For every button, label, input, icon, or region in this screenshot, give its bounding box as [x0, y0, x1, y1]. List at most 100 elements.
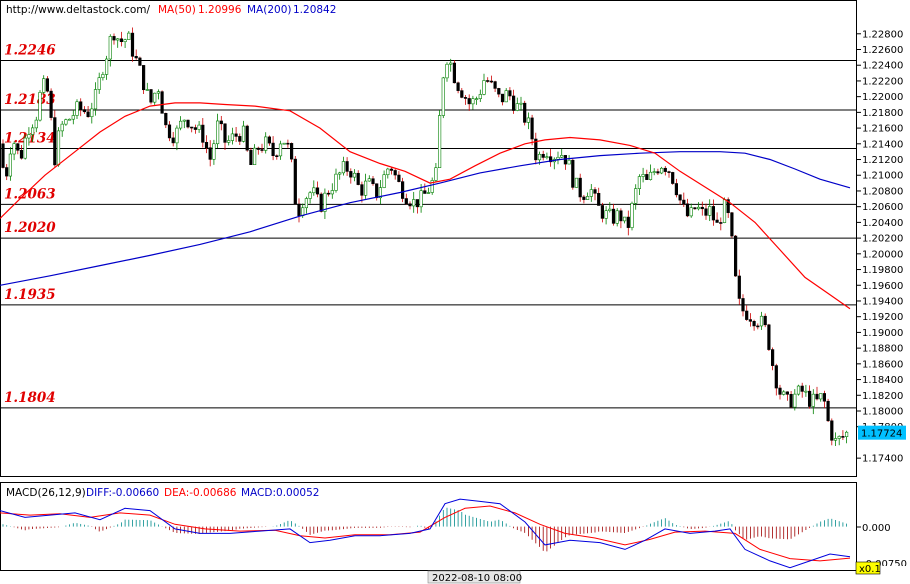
- candle-body: [12, 143, 16, 155]
- candle-body: [49, 90, 53, 118]
- candle-body: [833, 438, 838, 441]
- candle-body: [304, 198, 309, 209]
- candle-body: [130, 32, 135, 57]
- candle-body: [97, 77, 101, 90]
- candle-body: [489, 80, 494, 83]
- candle-body: [90, 108, 94, 118]
- y-tick-label: 1.19200: [862, 312, 903, 323]
- candle-body: [267, 136, 272, 144]
- candle-body: [604, 210, 608, 219]
- candle-body: [456, 82, 460, 91]
- candle-body: [116, 38, 120, 41]
- candle-body: [807, 390, 812, 407]
- candle-body: [64, 119, 68, 125]
- candle-body: [685, 203, 690, 217]
- candle-body: [608, 208, 612, 211]
- candle-body: [693, 207, 697, 210]
- candle-body: [778, 387, 782, 395]
- candle-body: [615, 210, 619, 224]
- macd-label: MACD(26,12,9): [6, 487, 86, 499]
- candle-body: [271, 142, 275, 156]
- candle-body: [589, 189, 593, 197]
- candle-body: [256, 147, 260, 150]
- candle-body: [793, 393, 797, 408]
- candle-body: [622, 216, 627, 222]
- candle-body: [704, 208, 708, 216]
- candle-body: [715, 219, 719, 223]
- candle-body: [763, 315, 767, 326]
- candle-body: [545, 156, 549, 158]
- candle-body: [341, 161, 346, 174]
- y-tick-label: 1.22200: [862, 76, 903, 87]
- candle-body: [153, 92, 157, 103]
- macd-dea-value: DEA:-0.00686: [164, 487, 237, 499]
- candle-body: [312, 187, 316, 194]
- candle-body: [630, 202, 634, 228]
- candle-body: [142, 65, 146, 91]
- y-tick-label: 1.22600: [862, 45, 903, 56]
- candle-body: [537, 153, 542, 161]
- candle-body: [101, 74, 105, 79]
- candle-body: [523, 102, 527, 123]
- candle-body: [223, 123, 227, 143]
- candle-body: [726, 199, 730, 214]
- candle-body: [367, 178, 371, 182]
- candle-body: [234, 133, 238, 137]
- candle-body: [338, 172, 342, 175]
- candle-body: [497, 88, 501, 95]
- macd-bottom-label: -0.00750: [862, 559, 907, 570]
- time-cursor-box: [427, 570, 521, 584]
- candle-body: [667, 171, 671, 173]
- last-price-tag: 1.17724: [858, 425, 906, 440]
- candle-body: [186, 119, 190, 128]
- candle-body: [708, 206, 712, 216]
- candle-body: [619, 210, 623, 222]
- candle-body: [308, 192, 312, 199]
- zoom-badge[interactable]: [855, 561, 881, 575]
- candle-body: [42, 78, 46, 93]
- candle-body: [216, 120, 220, 145]
- candle-body: [534, 138, 538, 161]
- candle-body: [441, 77, 445, 116]
- candle-body: [733, 235, 738, 277]
- y-tick-label: 1.20800: [862, 186, 903, 197]
- candle-body: [297, 203, 301, 217]
- candle-body: [323, 192, 327, 212]
- y-tick-label: 1.18400: [862, 375, 903, 386]
- candle-body: [722, 199, 727, 223]
- candle-body: [282, 142, 286, 145]
- candle-body: [275, 155, 279, 157]
- candle-body: [426, 192, 431, 194]
- candle-body: [1, 143, 5, 168]
- candle-body: [23, 137, 27, 159]
- candle-body: [134, 56, 138, 59]
- ma50-value: 1.20996: [198, 4, 242, 16]
- ma50-label: MA(50): [158, 4, 196, 16]
- candle-body: [571, 159, 575, 188]
- candle-body: [467, 98, 471, 105]
- candle-body: [160, 91, 164, 114]
- candle-body: [460, 90, 464, 98]
- candle-body: [819, 393, 823, 400]
- candle-body: [30, 127, 35, 135]
- candle-body: [759, 315, 764, 327]
- candle-body: [127, 32, 131, 40]
- level-label: 1.2183: [4, 92, 56, 108]
- candle-body: [597, 192, 601, 206]
- candle-body: [593, 189, 597, 194]
- candle-body: [671, 172, 675, 184]
- candle-body: [567, 159, 571, 165]
- candle-body: [815, 393, 819, 400]
- candle-body: [293, 158, 297, 205]
- candle-body: [175, 127, 179, 144]
- macd-diff-line: [0, 498, 851, 569]
- candle-body: [600, 205, 604, 219]
- candle-body: [474, 98, 479, 100]
- candle-body: [371, 178, 375, 185]
- y-tick-label: 1.18800: [862, 344, 903, 355]
- candle-body: [752, 321, 756, 327]
- candle-body: [326, 192, 331, 195]
- candle-body: [201, 124, 205, 143]
- candle-body: [16, 143, 20, 151]
